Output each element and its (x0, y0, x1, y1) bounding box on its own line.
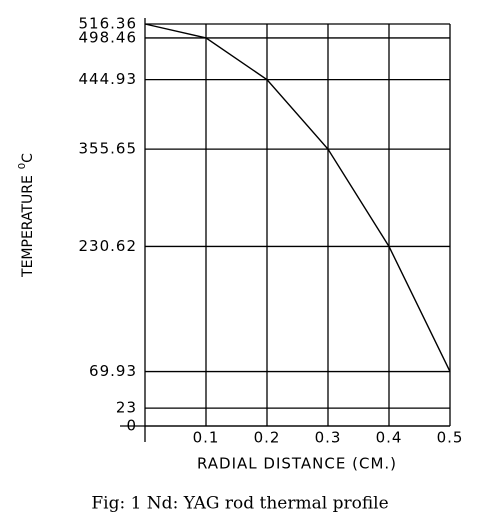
y-tick-label: 444.93 (79, 70, 138, 88)
x-tick-label: 0.4 (376, 429, 403, 447)
data-line (144, 23, 451, 372)
x-tick-label: 0.2 (254, 429, 281, 447)
y-tick-label: 498.46 (79, 28, 138, 46)
x-axis-label: RADIAL DISTANCE (CM.) (197, 455, 397, 473)
y-tick-label: 69.93 (89, 362, 137, 380)
y-label-unit: C (20, 153, 36, 163)
y-label-superscript: 0 (17, 163, 28, 169)
y-tick-label: 355.65 (79, 140, 138, 158)
x-tick-label: 0.1 (193, 429, 220, 447)
y-label-text: TEMPERATURE (20, 175, 36, 278)
x-tick-label: 0.3 (315, 429, 342, 447)
x-tick-label: 0.5 (437, 429, 464, 447)
y-tick-label: 23 (116, 399, 137, 417)
y-tick-label: 516.36 (79, 15, 138, 33)
y-tick-label: 230.62 (79, 237, 138, 255)
y-axis-label: TEMPERATURE 0C (17, 153, 36, 278)
caption: Fig: 1 Nd: YAG rod thermal profile (91, 494, 388, 514)
y-tick-label: 0 (126, 417, 137, 435)
